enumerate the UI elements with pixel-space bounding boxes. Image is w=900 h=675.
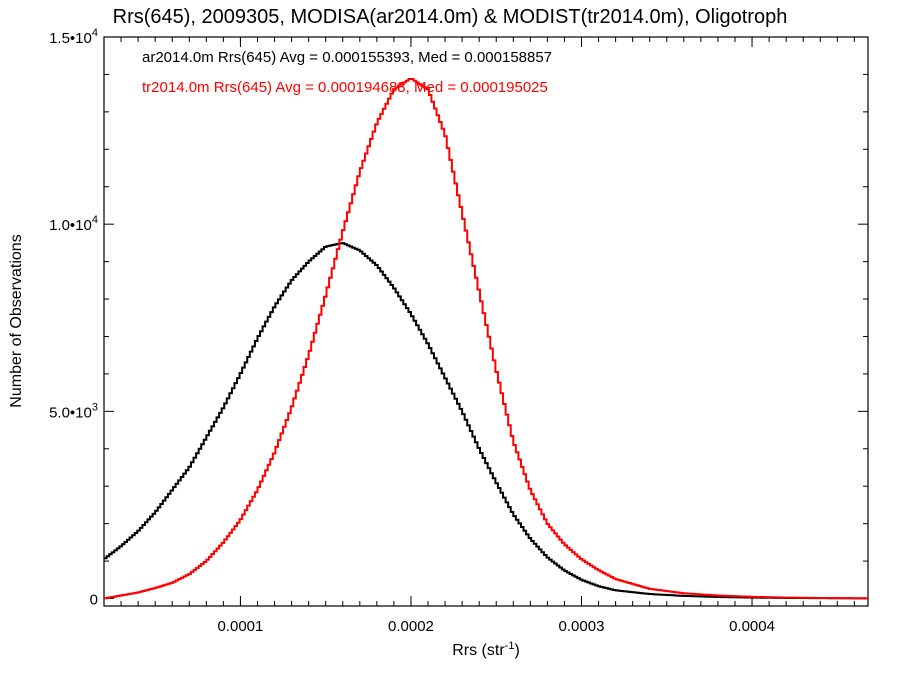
- series-line-1: [104, 78, 868, 600]
- y-tick-label: 0: [90, 592, 98, 609]
- x-tick-label: 0.0002: [388, 618, 434, 635]
- axis-tick-labels: 0.0001 0.0002 0.0003 0.000405.0•1031.0•1041…: [49, 27, 775, 635]
- legend-entry-tr2014: tr2014.0m Rrs(645) Avg = 0.000194688, Me…: [142, 79, 548, 96]
- x-tick-label: 0.0004: [729, 618, 775, 635]
- y-tick-label: 1.0•104: [49, 214, 98, 234]
- x-axis-label-main: Rrs (str: [452, 642, 505, 659]
- series-lines: [104, 78, 868, 600]
- axis-ticks: [103, 36, 868, 606]
- legend-entry-ar2014: ar2014.0m Rrs(645) Avg = 0.000155393, Me…: [142, 49, 552, 66]
- y-tick-label-base: 1.0•10: [49, 217, 92, 234]
- x-axis-label: Rrs (str-1): [452, 640, 520, 659]
- y-tick-label: 5.0•103: [49, 401, 98, 421]
- x-tick-label: 0.0003: [559, 618, 605, 635]
- y-axis-label: Number of Observations: [8, 234, 25, 407]
- plot-frame: [103, 36, 869, 607]
- x-axis-label-close: ): [514, 642, 519, 659]
- y-tick-label-base: 0: [90, 592, 98, 609]
- x-tick-label: 0.0001: [217, 618, 263, 635]
- y-tick-label-base: 1.5•10: [49, 30, 92, 47]
- y-tick-label: 1.5•104: [49, 27, 98, 47]
- x-axis-label-sup: -1: [505, 640, 515, 652]
- y-tick-label-exponent: 4: [92, 27, 98, 39]
- y-tick-label-base: 5.0•10: [49, 404, 92, 421]
- y-tick-label-exponent: 4: [92, 214, 98, 226]
- chart-title: Rrs(645), 2009305, MODISA(ar2014.0m) & M…: [113, 6, 788, 28]
- y-tick-label-exponent: 3: [92, 401, 98, 413]
